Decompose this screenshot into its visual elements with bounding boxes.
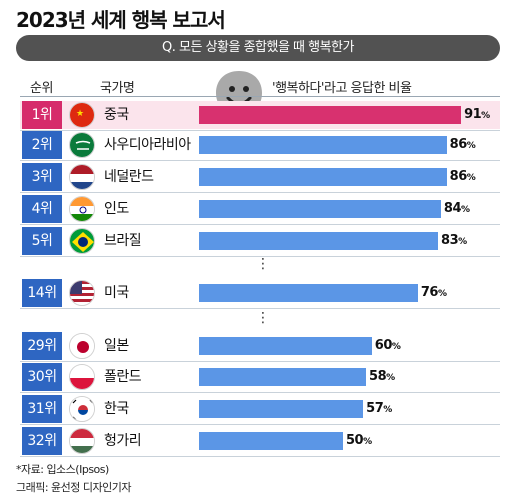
graphic-credit: 그래픽: 윤선정 디자인기자 bbox=[16, 481, 132, 494]
china-flag-icon: ★ bbox=[69, 102, 95, 128]
value-label: 84% bbox=[443, 201, 470, 216]
value-label: 86% bbox=[449, 137, 476, 152]
country-label: 한국 bbox=[104, 401, 129, 417]
value-label: 86% bbox=[449, 169, 476, 184]
value-label: 60% bbox=[374, 338, 401, 353]
korea-flag-icon bbox=[69, 396, 95, 422]
country-label: 브라질 bbox=[104, 233, 142, 249]
bar bbox=[199, 284, 418, 302]
bar bbox=[199, 337, 372, 355]
bar bbox=[199, 136, 447, 154]
value-label: 76% bbox=[420, 285, 447, 300]
rank-label: 2위 bbox=[22, 131, 62, 159]
country-label: 폴란드 bbox=[104, 369, 142, 385]
japan-flag-icon bbox=[69, 333, 95, 359]
rank-label: 1위 bbox=[22, 101, 62, 129]
header-divider bbox=[20, 96, 500, 97]
column-header-country: 국가명 bbox=[100, 81, 135, 96]
row-divider bbox=[20, 361, 500, 362]
country-label: 일본 bbox=[104, 338, 129, 354]
page-title: 2023년 세계 행복 보고서 bbox=[16, 8, 226, 32]
bar bbox=[199, 368, 367, 386]
row-divider bbox=[20, 456, 500, 457]
column-header-metric: '행복하다'라고 응답한 비율 bbox=[272, 81, 412, 96]
country-label: 네덜란드 bbox=[104, 169, 154, 185]
column-header-rank: 순위 bbox=[30, 81, 53, 96]
row-divider bbox=[20, 424, 500, 425]
rank-label: 32위 bbox=[22, 427, 62, 455]
rank-label: 4위 bbox=[22, 195, 62, 223]
rank-label: 14위 bbox=[22, 279, 62, 307]
row-divider bbox=[20, 392, 500, 393]
ellipsis-separator: ⋮ bbox=[256, 256, 270, 272]
country-label: 미국 bbox=[104, 285, 129, 301]
rank-label: 3위 bbox=[22, 163, 62, 191]
value-label: 57% bbox=[366, 401, 392, 416]
rank-label: 30위 bbox=[22, 363, 62, 391]
india-flag-icon bbox=[69, 196, 95, 222]
netherlands-flag-icon bbox=[69, 164, 95, 190]
country-label: 헝가리 bbox=[104, 433, 142, 449]
value-label: 58% bbox=[369, 369, 395, 384]
bar bbox=[199, 232, 439, 250]
rank-label: 31위 bbox=[22, 395, 62, 423]
row-divider bbox=[20, 256, 500, 257]
bar bbox=[199, 168, 447, 186]
ellipsis-separator: ⋮ bbox=[256, 310, 270, 326]
source-note: *자료: 입소스(Ipsos) bbox=[16, 463, 109, 476]
country-label: 사우디아라비아 bbox=[104, 137, 191, 153]
row-divider bbox=[20, 192, 500, 193]
hungary-flag-icon bbox=[69, 428, 95, 454]
svg-text:★: ★ bbox=[76, 109, 84, 119]
bar bbox=[199, 106, 462, 124]
value-label: 50% bbox=[346, 433, 372, 448]
country-label: 중국 bbox=[104, 107, 129, 123]
poland-flag-icon bbox=[69, 364, 95, 390]
question-banner: Q. 모든 상황을 종합했을 때 행복한가 bbox=[16, 35, 500, 61]
bar bbox=[199, 400, 364, 418]
rank-label: 29위 bbox=[22, 332, 62, 360]
row-divider bbox=[20, 160, 500, 161]
saudi-arabia-flag-icon bbox=[69, 132, 95, 158]
value-label: 91% bbox=[464, 107, 490, 122]
bar bbox=[199, 200, 441, 218]
value-label: 83% bbox=[441, 233, 467, 248]
bar bbox=[199, 432, 343, 450]
country-label: 인도 bbox=[104, 201, 129, 217]
rank-label: 5위 bbox=[22, 227, 62, 255]
usa-flag-icon bbox=[69, 280, 95, 306]
brazil-flag-icon bbox=[69, 228, 95, 254]
row-divider bbox=[20, 224, 500, 225]
row-divider bbox=[20, 308, 500, 309]
row-divider bbox=[20, 130, 500, 131]
